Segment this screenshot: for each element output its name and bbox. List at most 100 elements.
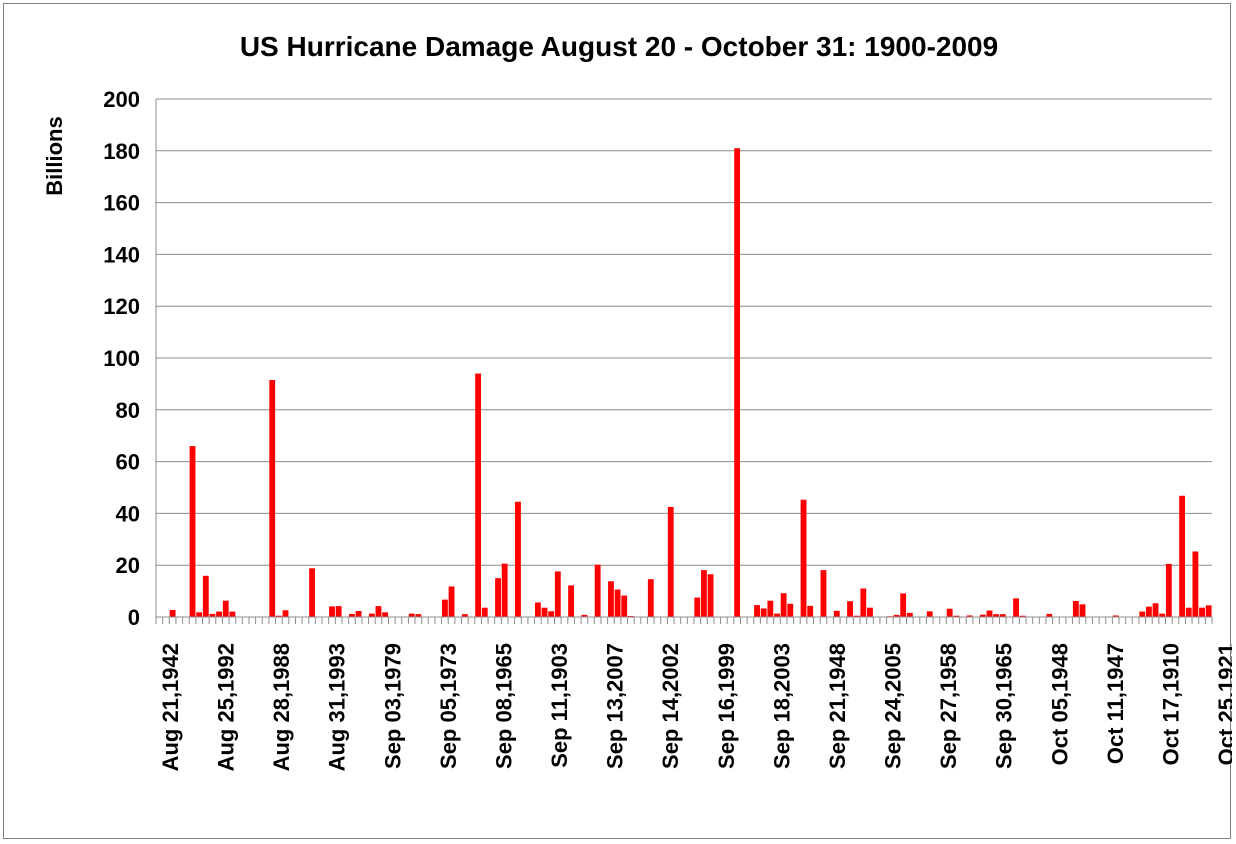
- bar: [554, 571, 561, 617]
- x-tick-label: Sep 13,2007: [603, 643, 628, 769]
- bar: [807, 605, 814, 617]
- bar: [1112, 615, 1119, 617]
- bar: [441, 599, 448, 617]
- bar: [515, 501, 521, 617]
- bar: [760, 608, 767, 617]
- bar: [1179, 495, 1186, 617]
- bar: [461, 614, 468, 617]
- x-tick-label: Sep 16,1999: [714, 643, 739, 769]
- bar: [382, 612, 389, 617]
- x-tick-label: Aug 28,1988: [269, 643, 294, 771]
- bar: [229, 611, 236, 617]
- bar: [820, 570, 827, 617]
- y-tick-label: 180: [103, 139, 140, 164]
- y-axis-label: Billions: [42, 116, 67, 195]
- bar: [966, 615, 973, 617]
- bar: [1079, 604, 1086, 617]
- bar: [787, 603, 794, 617]
- chart-title: US Hurricane Damage August 20 - October …: [240, 31, 998, 62]
- x-tick-label: Sep 08,1965: [491, 643, 516, 769]
- x-tick-label: Aug 31,1993: [325, 643, 350, 771]
- bar: [282, 610, 289, 617]
- bar: [800, 499, 807, 617]
- bar: [953, 615, 960, 617]
- bar: [734, 148, 741, 617]
- bar: [893, 614, 900, 617]
- x-tick-label: Oct 11,1947: [1103, 643, 1128, 764]
- y-tick-label: 100: [103, 346, 140, 371]
- bar: [1046, 613, 1053, 617]
- axes: [155, 99, 1213, 624]
- bar: [701, 570, 707, 617]
- bar: [1159, 613, 1166, 617]
- bar: [627, 615, 634, 617]
- bar: [993, 614, 1000, 617]
- bar: [534, 602, 541, 617]
- bar: [169, 610, 176, 617]
- bar: [368, 613, 375, 617]
- x-tick-label: Sep 14,2002: [658, 643, 683, 769]
- x-tick-label: Sep 11,1903: [547, 643, 572, 768]
- y-tick-label: 40: [116, 501, 140, 526]
- bar: [1205, 605, 1212, 617]
- bar: [667, 506, 674, 617]
- bar: [647, 579, 654, 617]
- bar: [275, 615, 282, 617]
- bar: [202, 575, 209, 617]
- bar: [754, 605, 760, 617]
- y-tick-labels: 0 20 40 60 80 100 120 140 160 180 200: [103, 87, 140, 630]
- bar: [1013, 598, 1019, 617]
- bar: [1152, 603, 1159, 617]
- x-tick-label: Aug 25,1992: [214, 643, 239, 771]
- bar: [501, 563, 508, 617]
- x-tick-label: Oct 17,1910: [1158, 643, 1183, 765]
- x-tick-label: Oct 25,1921: [1214, 643, 1232, 765]
- x-tick-label: Sep 30,1965: [992, 643, 1017, 769]
- bar: [568, 585, 575, 617]
- bar: [329, 606, 335, 617]
- x-tick-label: Aug 21,1942: [158, 643, 183, 771]
- y-tick-label: 200: [103, 87, 140, 112]
- bar: [581, 614, 588, 617]
- bar: [448, 586, 455, 617]
- bar: [780, 593, 787, 617]
- bar: [860, 588, 867, 617]
- x-tick-label: Sep 24,2005: [881, 643, 906, 769]
- bar: [415, 614, 422, 617]
- bar: [900, 593, 907, 617]
- bar: [1165, 563, 1172, 617]
- y-tick-label: 120: [103, 294, 140, 319]
- bar: [707, 574, 714, 617]
- x-tick-label: Sep 21,1948: [825, 643, 850, 769]
- bar: [189, 446, 196, 617]
- bar: [495, 578, 501, 617]
- y-tick-label: 60: [116, 450, 140, 475]
- bar: [767, 600, 774, 617]
- bar: [335, 606, 342, 617]
- chart-frame: US Hurricane Damage August 20 - October …: [3, 3, 1232, 839]
- bar: [1192, 551, 1199, 617]
- bar: [349, 613, 355, 617]
- bar: [979, 614, 986, 617]
- bar: [608, 581, 614, 617]
- bar: [694, 597, 701, 617]
- x-tick-label: Sep 27,1958: [936, 643, 961, 769]
- gridlines: [156, 98, 1212, 566]
- y-tick-label: 140: [103, 242, 140, 267]
- bar: [309, 568, 315, 617]
- bar: [269, 380, 276, 617]
- bar: [1199, 607, 1205, 617]
- bar: [375, 606, 382, 617]
- bar: [1139, 611, 1146, 617]
- bar: [1145, 606, 1152, 617]
- bar: [1072, 600, 1079, 617]
- x-tick-label: Sep 05,1973: [436, 643, 461, 769]
- x-tick-labels: Aug 21,1942 Aug 25,1992 Aug 28,1988 Aug 31,…: [158, 643, 1232, 771]
- bar: [853, 615, 860, 617]
- bar: [594, 564, 601, 617]
- bar: [614, 589, 621, 617]
- x-tick-label: Sep 03,1979: [380, 643, 405, 769]
- bar: [475, 373, 482, 617]
- bar: [986, 610, 993, 617]
- bar: [355, 611, 362, 617]
